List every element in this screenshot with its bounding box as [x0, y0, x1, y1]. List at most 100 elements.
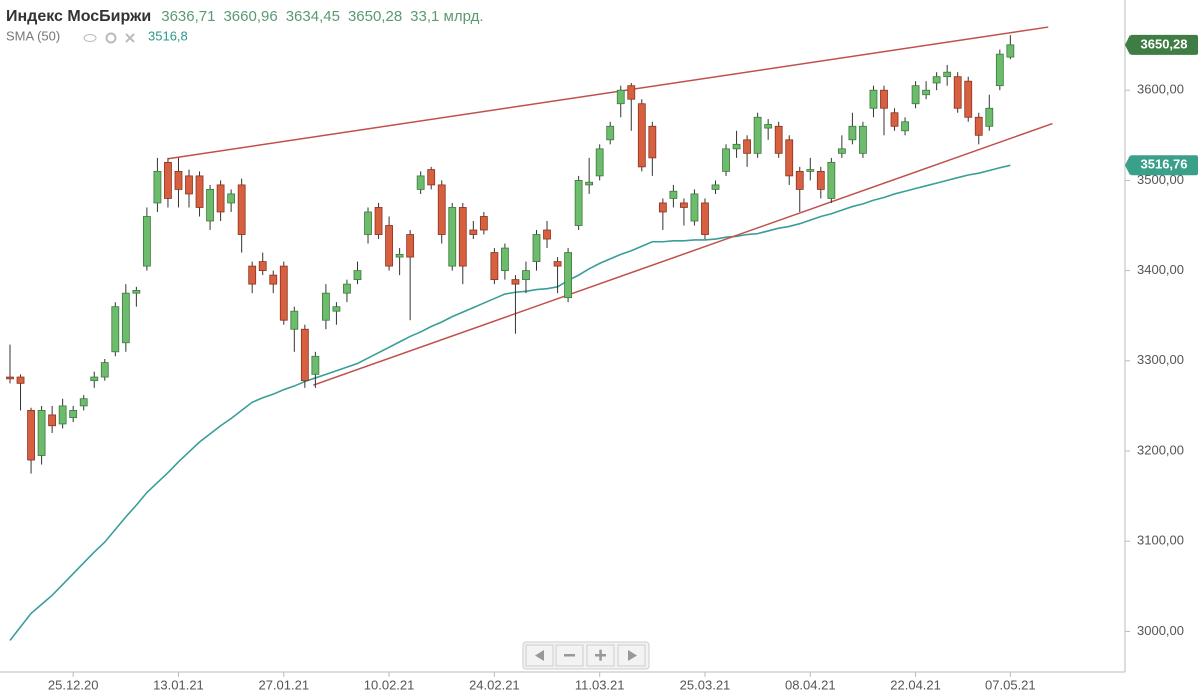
candle-body	[816, 170, 825, 190]
candle-body	[437, 184, 446, 235]
sma-line	[9, 164, 1011, 641]
legend-value: 3650,28	[348, 8, 402, 25]
x-tick-label: 25.03.21	[680, 677, 731, 692]
candle-body	[227, 193, 236, 204]
candle-body	[501, 247, 509, 272]
x-tick-label: 25.12.20	[48, 677, 99, 692]
price-badge-label: 3650,28	[1141, 36, 1188, 51]
candle-body	[732, 143, 741, 150]
candle-body	[427, 169, 436, 186]
candle-body	[385, 225, 393, 267]
sma-badge-label: 3516,76	[1141, 157, 1188, 172]
candle-body	[300, 328, 309, 382]
candle-body	[1006, 44, 1015, 58]
y-tick-label: 3500,00	[1137, 172, 1184, 187]
candle-body	[722, 148, 730, 172]
candle-body	[701, 202, 709, 235]
legend-value: 3636,71	[161, 8, 215, 25]
candle-body	[795, 170, 804, 190]
candle-body	[142, 216, 151, 267]
candle-body	[479, 216, 488, 231]
y-tick-label: 3300,00	[1137, 352, 1184, 367]
candle-body	[206, 189, 214, 222]
candle-body	[269, 274, 278, 285]
sma-name: SMA (50)	[6, 28, 60, 43]
candle-body	[922, 89, 931, 96]
candle-body	[290, 310, 299, 330]
candle-body	[953, 76, 962, 109]
candle-body	[985, 107, 994, 127]
candle-body	[395, 253, 404, 258]
candle-body	[343, 283, 351, 294]
candle-body	[511, 279, 520, 285]
candle-body	[964, 80, 973, 118]
y-tick-label: 3400,00	[1137, 262, 1184, 277]
candle-body	[279, 265, 288, 321]
candle-body	[121, 292, 130, 344]
close-icon	[125, 33, 135, 43]
chart-title: Индекс МосБиржи	[6, 8, 151, 25]
candle-body	[827, 161, 836, 199]
icon	[599, 649, 602, 661]
icon	[564, 654, 575, 657]
candle-body	[901, 121, 909, 132]
zoom-in[interactable]	[586, 644, 615, 667]
candle-body	[458, 207, 467, 267]
gear-icon	[105, 32, 117, 44]
scroll-right[interactable]	[617, 644, 646, 667]
sma-badge	[1130, 155, 1198, 176]
candle-body	[774, 125, 783, 154]
candle-body	[543, 229, 551, 240]
candle-body	[890, 112, 899, 127]
candle-body	[711, 184, 720, 190]
x-tick-label: 24.02.21	[469, 677, 520, 692]
candle-body	[321, 292, 330, 321]
candle-body	[448, 207, 457, 267]
x-tick-label: 11.03.21	[575, 677, 625, 692]
candle-body	[111, 306, 120, 353]
trendline	[167, 26, 1049, 160]
candle-body	[258, 261, 267, 272]
candle-body	[943, 71, 952, 78]
candle-body	[416, 175, 425, 190]
candle-body	[680, 202, 688, 208]
scroll-left[interactable]	[525, 644, 554, 667]
y-tick-label: 3100,00	[1137, 533, 1184, 548]
candle-body	[90, 376, 99, 382]
candle-body	[932, 76, 941, 84]
sma-icons	[83, 32, 135, 44]
nav-buttons	[522, 641, 650, 670]
candle-body	[16, 376, 25, 384]
x-tick-label: 27.01.21	[258, 677, 309, 692]
candle-body	[595, 148, 604, 177]
candle-body	[627, 85, 636, 100]
candle-body	[806, 169, 815, 172]
plot	[6, 26, 1053, 641]
x-tick-label: 13.01.21	[153, 677, 204, 692]
price-badge	[1130, 34, 1198, 55]
candle-body	[27, 410, 35, 461]
candle-body	[406, 234, 415, 258]
candle-body	[995, 53, 1004, 87]
candle-body	[164, 161, 172, 199]
candle-body	[490, 252, 499, 281]
legend-value: 3660,96	[223, 8, 277, 25]
candle-body	[37, 410, 46, 456]
icon	[628, 650, 637, 661]
candle-body	[69, 410, 78, 419]
x-tick-label: 10.02.21	[364, 677, 415, 692]
legend-values: 3636,71 3660,96 3634,45 3650,28 33,1 млрд.	[161, 8, 483, 25]
candle-body	[564, 252, 572, 299]
icon	[535, 650, 544, 661]
candle-body	[374, 207, 383, 235]
candle-body	[185, 175, 193, 195]
y-tick-label: 3600,00	[1137, 82, 1184, 97]
candle-body	[469, 229, 478, 235]
trendline	[313, 122, 1053, 386]
candle-body	[6, 376, 14, 380]
candle-body	[311, 355, 320, 375]
zoom-out[interactable]	[555, 644, 584, 667]
candle-body	[837, 148, 846, 154]
